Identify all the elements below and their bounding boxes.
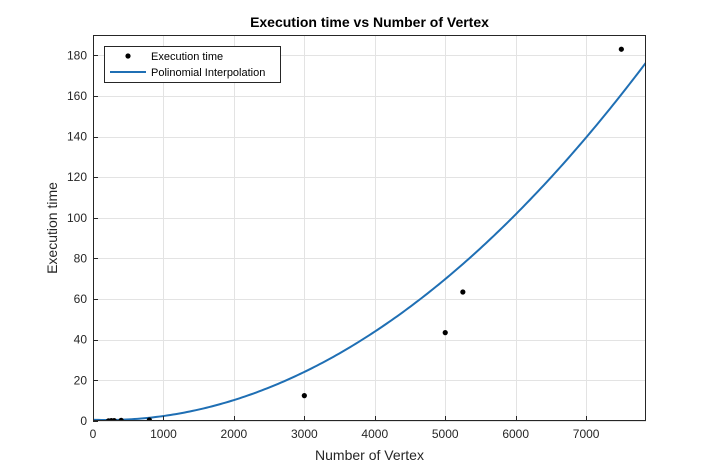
y-tick-label: 60 <box>74 292 88 306</box>
y-tick-label: 160 <box>67 89 87 103</box>
y-tick-label: 120 <box>67 170 87 184</box>
y-tick-label: 180 <box>67 48 87 62</box>
legend: Execution time Polinomial Interpolation <box>104 46 281 83</box>
scatter-point <box>301 393 307 399</box>
y-tick-label: 0 <box>80 414 87 428</box>
x-tick-label: 1000 <box>150 427 177 441</box>
legend-label-polinomial-interpolation: Polinomial Interpolation <box>151 67 265 79</box>
y-tick-label: 20 <box>74 373 88 387</box>
series-line-polinomial-interpolation <box>93 61 646 421</box>
legend-box <box>104 46 281 83</box>
scatter-point <box>460 289 466 295</box>
y-tick-label: 100 <box>67 211 87 225</box>
y-tick-label: 40 <box>74 333 88 347</box>
scatter-point <box>442 330 448 336</box>
x-tick-label: 5000 <box>432 427 459 441</box>
x-tick-label: 6000 <box>502 427 529 441</box>
chart-title: Execution time vs Number of Vertex <box>250 14 489 30</box>
x-tick-label: 7000 <box>573 427 600 441</box>
legend-marker-execution-time <box>125 53 131 59</box>
x-tick-label: 3000 <box>291 427 318 441</box>
scatter-point <box>618 46 624 52</box>
y-axis-ticks: 0 20 40 60 80 100 120 140 160 180 <box>67 48 98 428</box>
axes-frame <box>93 35 646 421</box>
x-tick-label: 4000 <box>361 427 388 441</box>
x-tick-label: 0 <box>90 427 97 441</box>
y-axis-label: Execution time <box>44 182 60 274</box>
x-axis-label: Number of Vertex <box>315 447 424 463</box>
x-axis-ticks: 0 1000 2000 3000 4000 5000 6000 7000 <box>90 416 600 441</box>
y-tick-label: 140 <box>67 130 87 144</box>
x-tick-label: 2000 <box>221 427 248 441</box>
legend-label-execution-time: Execution time <box>151 51 223 63</box>
y-tick-label: 80 <box>74 251 88 265</box>
axes-background <box>93 35 646 421</box>
